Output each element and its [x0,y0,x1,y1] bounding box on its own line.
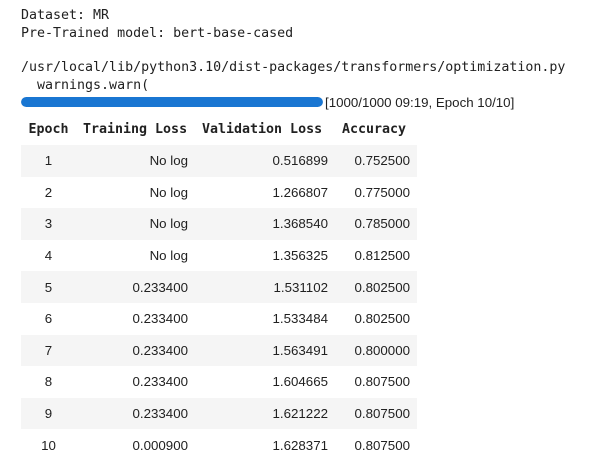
training-loss-cell: 0.233400 [76,397,195,430]
epoch-cell: 8 [21,366,76,398]
table-row: 1 No log 0.516899 0.752500 [21,145,417,177]
table-row: 3 No log 1.368540 0.785000 [21,208,417,240]
accuracy-cell: 0.775000 [335,176,417,209]
accuracy-cell: 0.807500 [335,366,417,398]
accuracy-cell: 0.807500 [335,397,417,430]
validation-loss-cell: 0.516899 [195,145,335,177]
training-loss-cell: No log [76,208,195,240]
table-row: 7 0.233400 1.563491 0.800000 [21,334,417,367]
progress-status-text: [1000/1000 09:19, Epoch 10/10] [325,95,515,110]
epoch-cell: 3 [21,208,76,240]
epoch-cell: 10 [21,429,76,461]
training-loss-cell: 0.000900 [76,429,195,461]
validation-loss-cell: 1.356325 [195,239,335,272]
table-row: 5 0.233400 1.531102 0.802500 [21,271,417,303]
validation-loss-cell: 1.531102 [195,271,335,303]
accuracy-cell: 0.752500 [335,145,417,177]
validation-loss-cell: 1.266807 [195,176,335,209]
epoch-cell: 7 [21,334,76,367]
header-training-loss: Training Loss [83,121,188,137]
epoch-cell: 1 [21,145,76,177]
accuracy-cell: 0.800000 [335,334,417,367]
training-loss-cell: 0.233400 [76,366,195,398]
header-accuracy: Accuracy [342,121,407,137]
table-row: 9 0.233400 1.621222 0.807500 [21,397,417,430]
epoch-cell: 4 [21,239,76,272]
warning-call-line: warnings.warn( [21,77,150,93]
training-progress-bar [21,97,323,107]
table-row: 4 No log 1.356325 0.812500 [21,239,417,272]
accuracy-cell: 0.807500 [335,429,417,461]
accuracy-cell: 0.802500 [335,302,417,335]
validation-loss-cell: 1.533484 [195,302,335,335]
training-metrics-table: Epoch Training Loss Validation Loss Accu… [21,113,417,461]
validation-loss-cell: 1.368540 [195,208,335,240]
epoch-cell: 2 [21,176,76,209]
accuracy-cell: 0.785000 [335,208,417,240]
validation-loss-cell: 1.628371 [195,429,335,461]
training-loss-cell: 0.233400 [76,271,195,303]
table-row: 6 0.233400 1.533484 0.802500 [21,302,417,335]
dataset-line: Dataset: MR [21,8,110,23]
validation-loss-cell: 1.604665 [195,366,335,398]
table-header-row: Epoch Training Loss Validation Loss Accu… [21,113,417,145]
table-row: 2 No log 1.266807 0.775000 [21,176,417,209]
validation-loss-cell: 1.621222 [195,397,335,430]
accuracy-cell: 0.812500 [335,239,417,272]
accuracy-cell: 0.802500 [335,271,417,303]
table-row: 8 0.233400 1.604665 0.807500 [21,366,417,398]
training-loss-cell: 0.233400 [76,302,195,335]
model-line: Pre-Trained model: bert-base-cased [21,25,294,41]
table-row: 10 0.000900 1.628371 0.807500 [21,429,417,461]
header-validation-loss: Validation Loss [202,121,323,137]
validation-loss-cell: 1.563491 [195,334,335,367]
epoch-cell: 5 [21,271,76,303]
epoch-cell: 6 [21,302,76,335]
warning-path-line: /usr/local/lib/python3.10/dist-packages/… [21,60,566,75]
progress-bar-fill [21,97,323,107]
training-loss-cell: No log [76,239,195,272]
training-loss-cell: No log [76,176,195,209]
epoch-cell: 9 [21,397,76,430]
header-epoch: Epoch [28,121,69,137]
training-loss-cell: No log [76,145,195,177]
training-loss-cell: 0.233400 [76,334,195,367]
